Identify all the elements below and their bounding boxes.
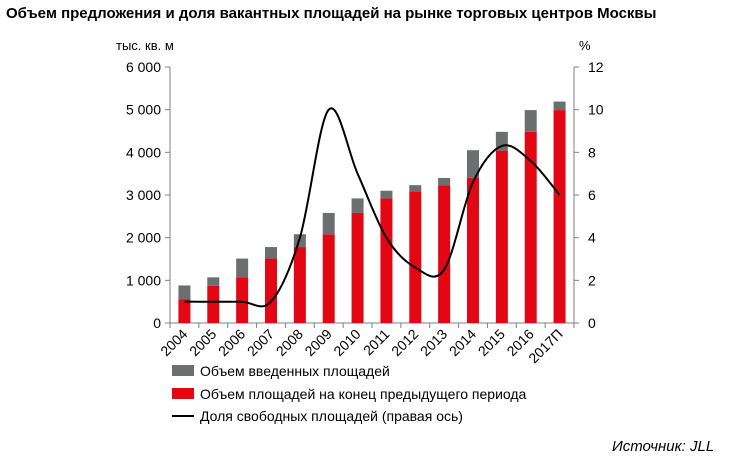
- bar-existing-2015: [495, 150, 508, 323]
- bar-existing-2011: [380, 198, 393, 323]
- bar-existing-2016: [524, 131, 537, 323]
- bar-new-supply-2012: [409, 185, 422, 192]
- x-axis: 2004200520062007200820092010201120122013…: [157, 326, 565, 367]
- bar-new-supply-2017П: [553, 101, 566, 111]
- x-tick-label-2008: 2008: [273, 326, 306, 359]
- left-tick-label: 2 000: [126, 230, 161, 246]
- left-axis: 0 1 000 2 000 3 000 4 000 5 000 6 000: [126, 59, 575, 331]
- vacancy-line-path: [184, 107, 561, 308]
- bar-existing-2004: [178, 299, 191, 323]
- right-tick-label: 2: [588, 272, 596, 288]
- legend-label-vacancy: Доля свободных площадей (правая ось): [200, 408, 463, 424]
- right-tick-label: 12: [588, 59, 604, 75]
- x-tick-label-2006: 2006: [215, 326, 248, 359]
- bar-existing-2017П: [553, 110, 566, 324]
- x-tick-label-2007: 2007: [244, 326, 277, 359]
- chart-title: Объем предложения и доля вакантных площа…: [6, 5, 656, 22]
- bar-series: [178, 101, 566, 324]
- left-tick-label: 3 000: [126, 187, 161, 203]
- x-tick-label-2011: 2011: [360, 326, 393, 359]
- x-tick-label-2012: 2012: [388, 326, 421, 359]
- bar-new-supply-2010: [351, 198, 364, 213]
- legend: Объем введенных площадей Объем площадей …: [172, 363, 527, 424]
- source-note: Источник: JLL: [612, 438, 714, 455]
- bar-new-supply-2013: [438, 177, 451, 186]
- left-tick-label: 0: [153, 315, 161, 331]
- right-tick-label: 4: [588, 230, 596, 246]
- bar-existing-2009: [322, 234, 335, 323]
- bar-new-supply-2014: [467, 150, 479, 178]
- bar-existing-2013: [438, 185, 451, 323]
- x-tick-label-2005: 2005: [186, 326, 219, 359]
- x-tick-label-2015: 2015: [475, 326, 508, 359]
- x-tick-label-2014: 2014: [446, 326, 479, 359]
- bar-existing-2005: [207, 285, 220, 323]
- bar-new-supply-2009: [322, 212, 335, 235]
- legend-swatch-existing: [172, 388, 194, 399]
- x-tick-label-2013: 2013: [417, 326, 450, 359]
- left-tick-label: 1 000: [126, 272, 161, 288]
- bar-existing-2007: [265, 258, 277, 323]
- right-tick-label: 0: [588, 315, 596, 331]
- legend-label-existing: Объем площадей на конец предыдущего пери…: [200, 386, 527, 402]
- bar-new-supply-2006: [236, 258, 249, 278]
- legend-swatch-new-supply: [172, 365, 194, 376]
- x-tick-label-2004: 2004: [157, 326, 190, 359]
- left-axis-unit: тыс. кв. м: [116, 38, 174, 53]
- bar-existing-2008: [293, 247, 306, 323]
- right-axis-unit: %: [579, 38, 591, 53]
- bar-existing-2014: [467, 177, 479, 323]
- left-tick-label: 6 000: [126, 59, 161, 75]
- bar-new-supply-2005: [207, 277, 220, 286]
- bar-existing-2010: [351, 212, 364, 323]
- x-tick-label-2010: 2010: [330, 326, 363, 359]
- left-tick-label: 4 000: [126, 144, 161, 160]
- right-tick-label: 6: [588, 187, 596, 203]
- bar-new-supply-2011: [380, 190, 393, 199]
- right-tick-label: 8: [588, 144, 596, 160]
- x-tick-label-2009: 2009: [301, 326, 334, 359]
- bar-new-supply-2007: [265, 247, 277, 259]
- bar-existing-2006: [236, 277, 249, 323]
- bar-existing-2012: [409, 191, 422, 323]
- left-tick-label: 5 000: [126, 102, 161, 118]
- right-tick-label: 10: [588, 102, 604, 118]
- line-series: [184, 107, 561, 308]
- bar-new-supply-2004: [178, 285, 191, 300]
- right-axis: 0 2 4 6 8 10 12: [573, 59, 604, 331]
- legend-label-new-supply: Объем введенных площадей: [200, 363, 390, 379]
- bar-new-supply-2016: [524, 110, 537, 132]
